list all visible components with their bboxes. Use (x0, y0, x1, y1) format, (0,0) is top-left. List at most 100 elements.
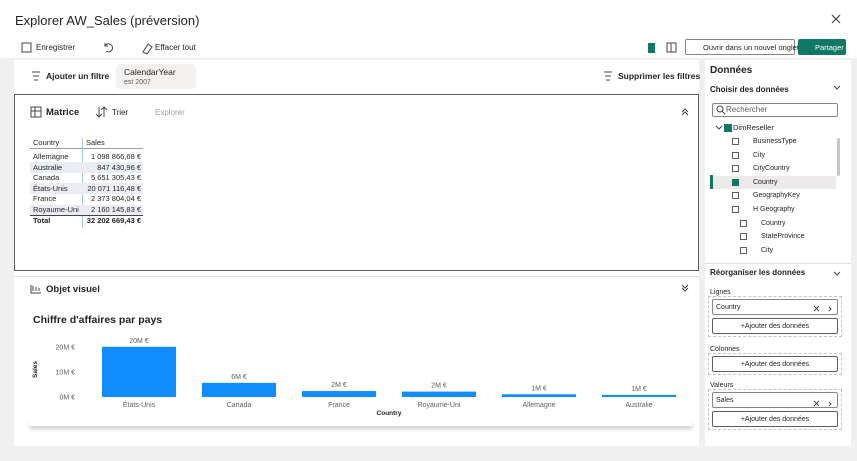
field-label[interactable]: H Geography (753, 206, 795, 213)
field-pill-label[interactable]: Country (716, 304, 741, 311)
y-tick-label: 10M € (56, 370, 76, 377)
total-label: Total (33, 215, 51, 225)
field-label[interactable]: Country (761, 219, 786, 227)
add-data-label[interactable]: +Ajouter des données (740, 416, 810, 423)
column-header: Country (33, 138, 60, 147)
checkbox[interactable] (732, 138, 739, 145)
row-band (30, 183, 143, 194)
column-divider (82, 138, 83, 228)
checkbox[interactable] (732, 151, 739, 159)
x-tick-label: États-Unis (123, 400, 156, 409)
filter-field[interactable]: CalendarYear (124, 67, 176, 77)
add-data-button[interactable] (712, 318, 838, 334)
separator (14, 276, 699, 277)
add-data-button[interactable] (712, 356, 838, 372)
checkbox[interactable] (732, 206, 739, 213)
data-label: 2M € (431, 383, 447, 390)
column-header: Sales (86, 138, 105, 147)
add-data-label[interactable]: +Ajouter des données (740, 361, 810, 368)
bar (202, 382, 276, 397)
sort-button[interactable]: Trier (112, 108, 129, 117)
well-label: Lignes (710, 289, 731, 296)
row-country: France (33, 194, 57, 204)
checkbox[interactable] (740, 219, 747, 227)
close-icon[interactable] (830, 13, 842, 25)
x-tick-label: Royaume-Uni (418, 402, 461, 409)
open-tab-button[interactable] (685, 39, 795, 55)
pane-title: Données (710, 65, 753, 76)
row-country: Canada (33, 173, 60, 183)
row-country: Australie (33, 162, 63, 172)
field-label[interactable]: GeographyKey (753, 192, 800, 200)
y-tick-label: 20M € (56, 345, 76, 352)
clear-all-button[interactable]: Effacer tout (155, 43, 196, 52)
field-pill-label[interactable]: Sales (716, 397, 734, 404)
y-axis-title: Sales (32, 361, 39, 378)
bar (502, 394, 576, 397)
search-box[interactable] (712, 103, 838, 117)
scrollbar (837, 138, 840, 176)
data-label: 6M € (231, 374, 247, 381)
dialog-title: Explorer AW_Sales (préversion) (15, 13, 200, 28)
matrix-panel (14, 94, 699, 271)
x-tick-label: France (328, 402, 350, 409)
x-tick-label: Canada (227, 402, 252, 409)
well-label: Valeurs (710, 382, 734, 389)
checkbox[interactable] (740, 246, 747, 254)
row-sales: 20 071 116,48 € (87, 183, 141, 193)
matrix-title: Matrice (46, 107, 80, 118)
well (708, 389, 842, 430)
add-data-button[interactable] (712, 411, 838, 427)
open-tab-label[interactable]: Ouvrir dans un nouvel onglet (703, 43, 799, 52)
row-country: États-Unis (33, 183, 68, 193)
field-label[interactable]: Country (753, 178, 778, 186)
search-placeholder[interactable]: Rechercher (726, 105, 768, 114)
checkbox[interactable] (740, 233, 747, 241)
field-label[interactable]: CityCountry (753, 165, 790, 173)
filter-chip[interactable] (116, 64, 196, 89)
filter-condition[interactable]: est 2007 (124, 79, 151, 86)
add-filter-button[interactable]: Ajouter un filtre (46, 71, 110, 81)
row-country: Allemagne (33, 152, 69, 161)
row-sales: 2 373 804,04 € (90, 194, 141, 204)
visual-title: Objet visuel (46, 284, 100, 295)
arrange-section: Réorganiser les données (710, 268, 806, 277)
header-rule (30, 148, 143, 149)
x-tick-label: Allemagne (522, 402, 555, 409)
bar (302, 391, 376, 397)
clear-filters-button[interactable]: Supprimer les filtres (618, 71, 701, 81)
data-label: 1M € (531, 385, 547, 392)
separator (705, 263, 851, 264)
total-value: 32 202 669,43 € (86, 215, 141, 225)
save-button[interactable]: Enregistrer (36, 43, 76, 52)
field-label[interactable]: City (753, 151, 766, 159)
share-button[interactable] (798, 39, 846, 55)
choose-section: Choisir des données (710, 85, 789, 94)
field-label[interactable]: StateProvince (761, 233, 805, 241)
bar (602, 394, 676, 397)
explore-button[interactable]: Explorer (155, 108, 185, 117)
row-band (30, 204, 143, 216)
checkbox[interactable] (732, 192, 739, 200)
bar (102, 346, 176, 397)
row-sales: 847 430,96 € (97, 162, 141, 172)
row-sales: 1 098 866,68 € (90, 152, 141, 161)
row-country: Royaume-Uni (33, 205, 79, 214)
row-sales: 5 651 305,43 € (90, 173, 141, 183)
selected-row (713, 175, 836, 189)
row-sales: 2 160 145,83 € (90, 205, 141, 214)
field-pill[interactable] (712, 392, 838, 408)
data-label: 2M € (331, 382, 347, 389)
x-axis-title: Country (377, 410, 402, 417)
checkbox[interactable] (732, 165, 739, 173)
checkbox[interactable] (732, 178, 739, 186)
share-label[interactable]: Partager (815, 43, 844, 52)
table-name[interactable]: DimReseller (733, 123, 774, 132)
data-label: 1M € (631, 386, 647, 393)
field-label[interactable]: City (761, 246, 774, 254)
chart-title: Chiffre d'affaires par pays (33, 314, 163, 326)
field-label[interactable]: BusinessType (753, 138, 797, 145)
field-pill[interactable] (712, 299, 838, 315)
add-data-label[interactable]: +Ajouter des données (740, 323, 810, 330)
